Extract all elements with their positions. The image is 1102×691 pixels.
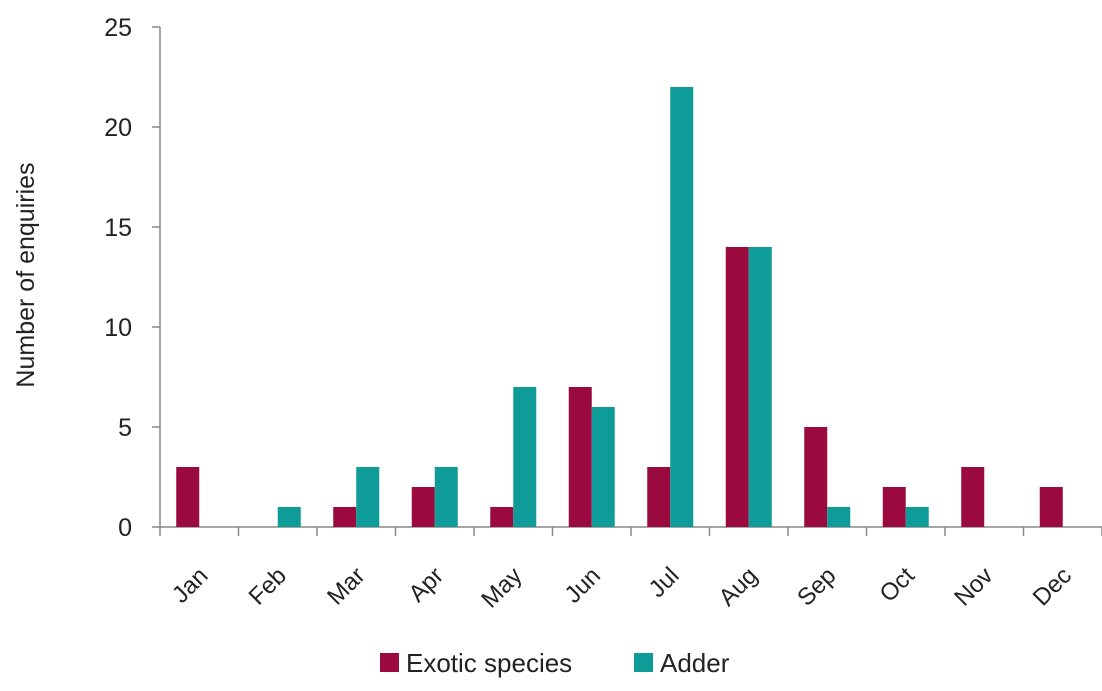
bar-adder-apr — [434, 467, 458, 527]
bar-exotic-species-apr — [411, 487, 435, 527]
x-tick-label: Jul — [644, 562, 685, 603]
x-tick-label: Nov — [949, 562, 998, 611]
bar-exotic-species-aug — [725, 247, 749, 527]
bar-adder-jul — [670, 87, 694, 527]
bar-adder-feb — [277, 507, 301, 527]
bar-exotic-species-dec — [1039, 487, 1063, 527]
x-tick-label: Aug — [714, 562, 763, 611]
x-tick-label: Mar — [322, 562, 370, 610]
x-tick-label: Dec — [1028, 562, 1077, 611]
y-tick-label: 25 — [104, 14, 132, 42]
bar-exotic-species-sep — [804, 427, 828, 527]
bar-adder-sep — [827, 507, 851, 527]
y-tick-label: 0 — [118, 514, 132, 542]
bar-adder-may — [513, 387, 537, 527]
bar-exotic-species-jan — [176, 467, 200, 527]
x-tick-label: Sep — [792, 562, 841, 611]
x-tick-label: Apr — [403, 562, 449, 608]
bar-exotic-species-jun — [568, 387, 592, 527]
x-axis: Jan Feb Mar Apr May Jun Jul Aug Sep Oct Nov Dec — [159, 526, 1102, 613]
bar-adder-oct — [905, 507, 929, 527]
legend-label: Adder — [660, 648, 730, 678]
legend-swatch — [380, 653, 399, 672]
x-tick-label: May — [476, 562, 527, 613]
bar-adder-jun — [591, 407, 615, 527]
bar-exotic-species-mar — [333, 507, 357, 527]
y-axis: 0 5 10 15 20 25 — [104, 14, 161, 542]
bar-adder-aug — [748, 247, 772, 527]
y-tick-label: 10 — [104, 314, 132, 342]
legend-swatch — [634, 653, 653, 672]
bar-exotic-species-oct — [882, 487, 906, 527]
x-tick-label: Jun — [560, 562, 606, 608]
y-tick-label: 15 — [104, 214, 132, 242]
x-tick-label: Jan — [167, 562, 213, 608]
bar-exotic-species-jul — [647, 467, 671, 527]
legend: Exotic species Adder — [380, 648, 730, 678]
bar-adder-mar — [356, 467, 380, 527]
x-tick-label: Feb — [244, 562, 292, 610]
legend-label: Exotic species — [406, 648, 572, 678]
x-tick-label: Oct — [874, 562, 920, 608]
bar-exotic-species-nov — [961, 467, 985, 527]
y-axis-title: Number of enquiries — [12, 162, 40, 387]
y-tick-label: 5 — [118, 414, 132, 442]
bars — [176, 87, 1063, 527]
y-tick-label: 20 — [104, 114, 132, 142]
bar-exotic-species-may — [490, 507, 514, 527]
